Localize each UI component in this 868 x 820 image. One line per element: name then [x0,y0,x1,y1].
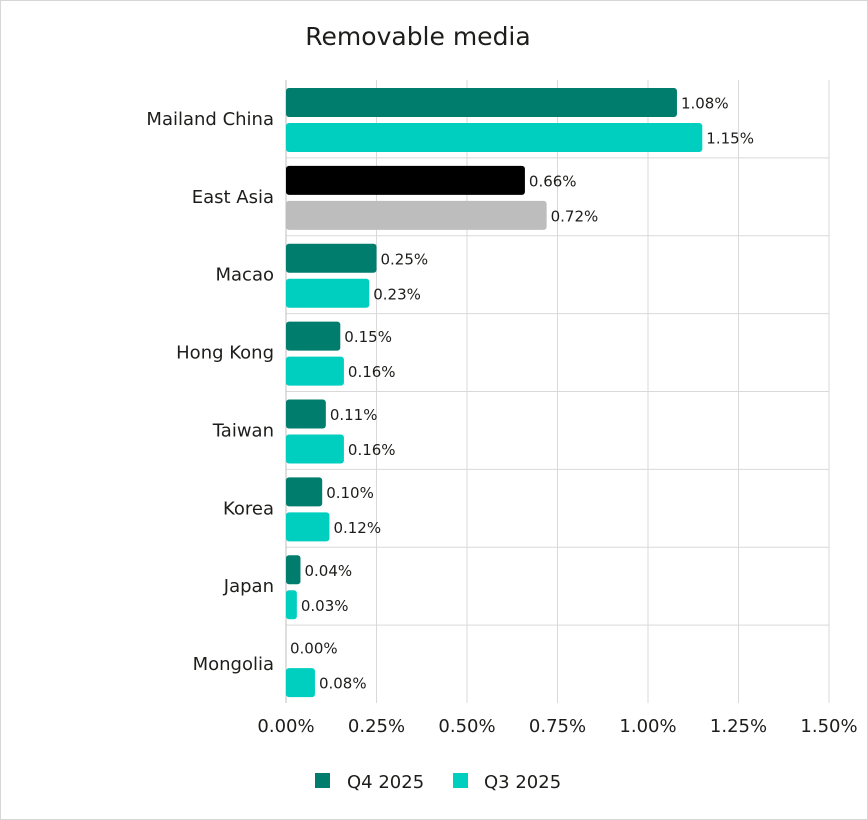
bar-q3 [286,668,315,698]
category-label: Taiwan [212,420,274,441]
bar-q3 [286,200,547,230]
data-labels: 1.08% 1.15% 0.66% 0.72% 0.25% 0.23% 0.15% 0.16%… [290,95,754,693]
bar-q3 [286,123,703,152]
category-labels: Mailand China East Asia Macao Hong Kong Taiw… [146,109,274,675]
bar-q4 [286,555,301,585]
data-label: 0.03% [301,597,349,615]
legend-label-q3: Q3 2025 [484,772,561,793]
x-tick-label: 1.50% [800,716,857,737]
data-label: 0.08% [319,675,367,693]
bars [286,88,703,698]
data-label: 1.15% [706,130,754,148]
x-tick-label: 0.75% [529,716,586,737]
data-label: 0.66% [529,172,577,190]
bar-q4 [286,243,377,273]
data-label: 1.08% [681,95,729,113]
data-label: 0.11% [330,406,378,424]
category-label: Mailand China [146,109,274,130]
legend-swatch-q4 [315,773,330,788]
category-label: Mongolia [193,654,274,675]
data-label: 0.12% [333,519,381,537]
category-label: Japan [223,576,274,597]
bar-q4 [286,477,323,507]
chart-title: Removable media [305,22,530,51]
data-label: 0.23% [373,285,421,303]
x-tick-label: 1.25% [710,716,767,737]
data-label: 0.00% [290,640,338,658]
data-label: 0.04% [304,562,352,580]
bar-q3 [286,356,344,386]
x-tick-labels: 0.00% 0.25% 0.50% 0.75% 1.00% 1.25% 1.50% [257,716,857,737]
bar-q3 [286,434,344,464]
data-label: 0.10% [326,484,374,502]
bar-q3 [286,512,330,542]
bar-q4 [286,321,341,351]
bar-q4 [286,88,677,117]
data-label: 0.16% [348,441,396,459]
x-tick-label: 0.00% [257,716,314,737]
legend-swatch-q3 [453,773,468,788]
category-label: Macao [216,265,275,286]
bar-q4 [286,165,525,195]
grid-lines [285,80,830,703]
x-tick-label: 0.50% [438,716,495,737]
bar-q3 [286,278,370,308]
category-label: East Asia [192,187,274,208]
x-tick-label: 1.00% [619,716,676,737]
data-label: 0.72% [551,207,599,225]
legend-label-q4: Q4 2025 [347,772,424,793]
legend: Q4 2025 Q3 2025 [315,772,561,793]
data-label: 0.25% [381,250,429,268]
category-label: Korea [223,498,274,519]
data-label: 0.16% [348,363,396,381]
bar-q4 [286,399,326,429]
bar-q3 [286,590,297,620]
data-label: 0.15% [344,328,392,346]
x-tick-label: 0.25% [348,716,405,737]
category-label: Hong Kong [176,343,274,364]
